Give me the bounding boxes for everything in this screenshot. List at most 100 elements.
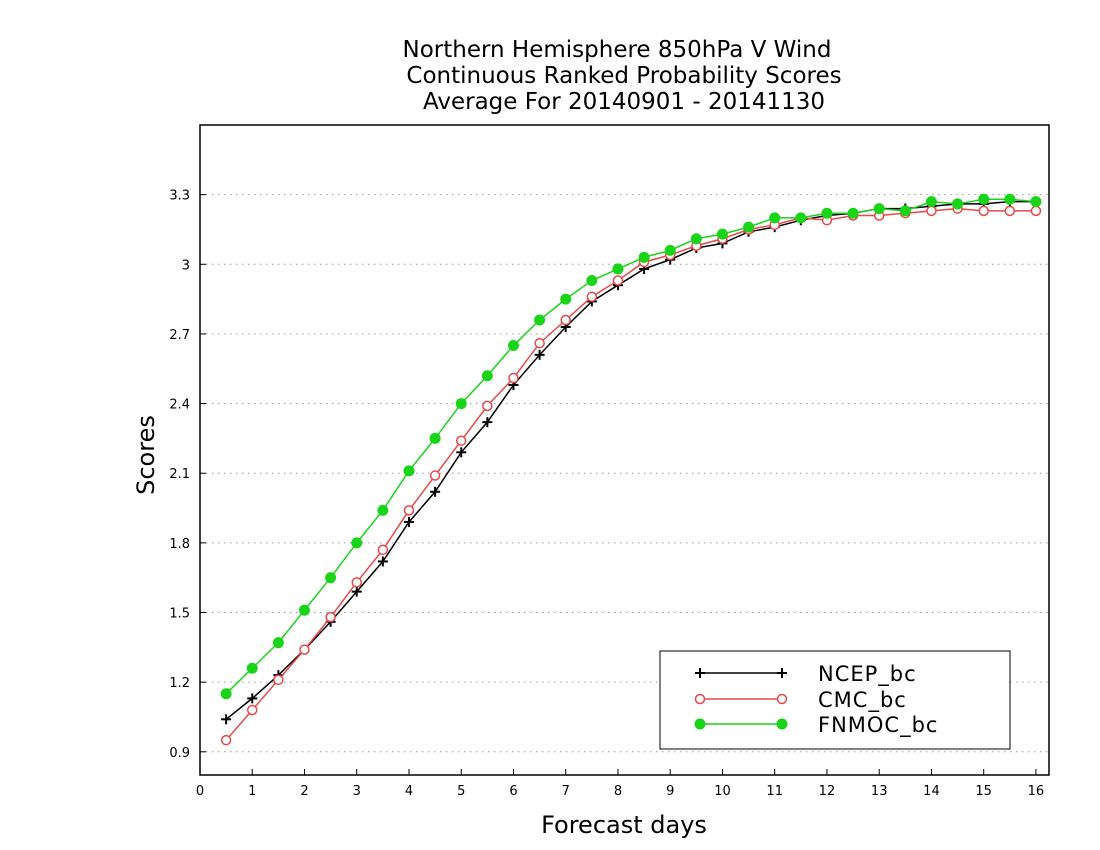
data-point-fnmoc-bc bbox=[560, 293, 572, 305]
data-point-fnmoc-bc bbox=[325, 572, 337, 584]
data-point-fnmoc-bc bbox=[795, 212, 807, 224]
data-point-cmc-bc bbox=[776, 693, 788, 705]
data-point-fnmoc-bc bbox=[694, 718, 706, 730]
data-point-cmc-bc bbox=[694, 693, 706, 705]
x-tick-label: 9 bbox=[666, 784, 674, 799]
data-point-fnmoc-bc bbox=[403, 465, 415, 477]
data-point-cmc-bc bbox=[325, 611, 336, 623]
chart-title-line-3: Average For 20140901 - 20141130 bbox=[423, 89, 825, 115]
series-line-ncep-bc bbox=[225, 200, 1036, 720]
x-axis-label: Forecast days bbox=[541, 811, 707, 839]
data-point-cmc-bc bbox=[586, 291, 598, 303]
y-tick-label: 3.3 bbox=[169, 189, 190, 204]
data-point-ncep-bc bbox=[403, 516, 414, 527]
data-point-fnmoc-bc bbox=[1004, 193, 1016, 205]
x-axis-ticks: 0 1 2 3 4 5 6 7 8 9 10 11 12 13 14 15 16 bbox=[196, 769, 1044, 799]
legend-label: FNMOC_bc bbox=[818, 713, 938, 738]
data-point-cmc-bc bbox=[429, 470, 441, 481]
legend-entry-fnmoc-bc: FNMOC_bc bbox=[694, 713, 938, 738]
legend-box bbox=[659, 650, 1011, 750]
y-tick-label: 2.1 bbox=[169, 467, 190, 482]
data-point-fnmoc-bc bbox=[638, 251, 650, 263]
data-point-cmc-bc bbox=[273, 674, 284, 686]
data-point-fnmoc-bc bbox=[847, 207, 859, 219]
data-point-ncep-bc bbox=[430, 486, 441, 497]
data-point-fnmoc-bc bbox=[664, 244, 676, 256]
data-point-fnmoc-bc bbox=[899, 205, 911, 217]
data-point-fnmoc-bc bbox=[351, 537, 363, 549]
x-tick-label: 6 bbox=[509, 784, 517, 799]
data-point-cmc-bc bbox=[455, 435, 467, 446]
y-axis-label: Scores bbox=[132, 415, 160, 495]
data-point-fnmoc-bc bbox=[455, 398, 467, 410]
legend-label: CMC_bc bbox=[818, 688, 907, 713]
data-point-fnmoc-bc bbox=[220, 688, 232, 700]
data-point-ncep-bc bbox=[482, 417, 493, 428]
data-point-fnmoc-bc bbox=[978, 193, 990, 205]
data-point-fnmoc-bc bbox=[298, 604, 310, 616]
data-point-fnmoc-bc bbox=[377, 504, 389, 516]
data-point-fnmoc-bc bbox=[821, 207, 833, 219]
x-tick-label: 13 bbox=[871, 784, 888, 799]
y-tick-label: 1.8 bbox=[169, 537, 190, 552]
x-tick-label: 11 bbox=[766, 784, 783, 799]
y-tick-label: 1.2 bbox=[169, 676, 190, 691]
x-tick-label: 14 bbox=[923, 784, 940, 799]
data-point-cmc-bc bbox=[246, 704, 258, 716]
y-axis-ticks: 0.9 1.2 1.5 1.8 2.1 2.4 2.7 3 3.3 bbox=[169, 189, 206, 761]
x-tick-label: 15 bbox=[975, 784, 992, 799]
data-point-cmc-bc bbox=[482, 400, 493, 412]
x-tick-label: 2 bbox=[300, 784, 308, 799]
data-point-cmc-bc bbox=[560, 314, 571, 326]
x-tick-label: 4 bbox=[405, 784, 413, 799]
data-point-cmc-bc bbox=[508, 372, 519, 384]
data-point-fnmoc-bc bbox=[272, 637, 284, 649]
data-point-cmc-bc bbox=[403, 505, 415, 516]
y-tick-label: 2.4 bbox=[169, 398, 190, 413]
y-tick-label: 3 bbox=[182, 258, 190, 273]
data-point-cmc-bc bbox=[1004, 205, 1016, 217]
y-tick-label: 2.7 bbox=[169, 328, 190, 343]
y-tick-label: 1.5 bbox=[169, 607, 190, 622]
x-tick-label: 7 bbox=[562, 784, 570, 799]
data-point-fnmoc-bc bbox=[429, 432, 441, 444]
data-point-fnmoc-bc bbox=[507, 340, 519, 352]
data-point-fnmoc-bc bbox=[586, 275, 598, 287]
legend-entry-cmc-bc: CMC_bc bbox=[694, 688, 907, 713]
data-point-ncep-bc bbox=[247, 693, 258, 704]
x-tick-label: 8 bbox=[614, 784, 622, 799]
data-point-ncep-bc bbox=[695, 668, 705, 678]
data-point-cmc-bc bbox=[299, 644, 310, 655]
plot-series bbox=[220, 193, 1042, 746]
x-tick-label: 12 bbox=[819, 784, 836, 799]
data-point-fnmoc-bc bbox=[534, 314, 546, 326]
data-point-ncep-bc bbox=[221, 714, 232, 725]
chart-title-line-2: Continuous Ranked Probability Scores bbox=[406, 63, 841, 89]
series-ncep-bc bbox=[221, 196, 1041, 725]
data-point-ncep-bc bbox=[351, 586, 362, 597]
data-point-cmc-bc bbox=[220, 734, 232, 746]
data-point-fnmoc-bc bbox=[873, 203, 885, 215]
series-fnmoc-bc bbox=[220, 193, 1042, 700]
chart-title: Northern Hemisphere 850hPa V Wind Contin… bbox=[403, 37, 842, 115]
data-point-fnmoc-bc bbox=[769, 212, 781, 224]
data-point-ncep-bc bbox=[534, 349, 545, 360]
data-point-fnmoc-bc bbox=[1030, 196, 1042, 208]
legend-label: NCEP_bc bbox=[818, 662, 917, 687]
x-tick-label: 10 bbox=[714, 784, 731, 799]
series-line-fnmoc-bc bbox=[225, 198, 1037, 695]
data-point-cmc-bc bbox=[377, 544, 389, 556]
data-point-fnmoc-bc bbox=[952, 198, 964, 210]
x-tick-label: 1 bbox=[248, 784, 256, 799]
legend-entry-ncep-bc: NCEP_bc bbox=[695, 662, 917, 687]
chart-title-line-1: Northern Hemisphere 850hPa V Wind bbox=[403, 37, 832, 63]
x-tick-label: 5 bbox=[457, 784, 465, 799]
data-point-cmc-bc bbox=[534, 337, 545, 349]
data-point-fnmoc-bc bbox=[690, 233, 702, 245]
data-point-ncep-bc bbox=[377, 556, 388, 567]
data-point-ncep-bc bbox=[777, 668, 787, 678]
x-tick-label: 0 bbox=[196, 784, 204, 799]
plot-frame bbox=[199, 124, 1050, 776]
data-point-fnmoc-bc bbox=[612, 263, 624, 275]
